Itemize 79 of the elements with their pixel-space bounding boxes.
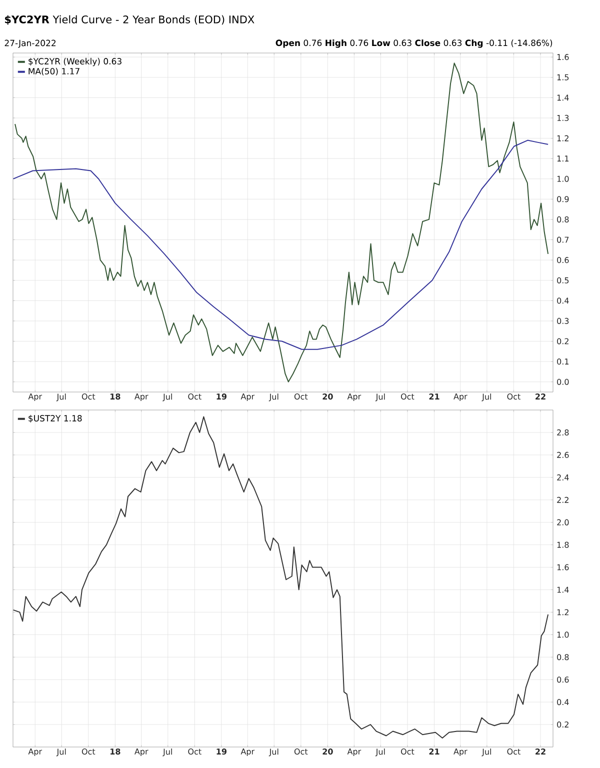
y-tick-label: 1.2 xyxy=(557,135,568,142)
x-tick-label: Jul xyxy=(162,394,172,402)
chart-title: $YC2YR Yield Curve - 2 Year Bonds (EOD) INDX xyxy=(5,15,254,25)
x-tick-label: 20 xyxy=(322,394,333,400)
y-tick-label: 1.0 xyxy=(557,176,569,182)
y-tick-label: 2.8 xyxy=(557,429,569,436)
x-tick-label: Apr xyxy=(240,394,255,402)
x-tick-label: 19 xyxy=(216,394,226,400)
y-tick-label: 0.9 xyxy=(557,196,569,202)
x-tick-label: 22 xyxy=(536,748,546,754)
y-tick-label: 0.6 xyxy=(557,676,569,683)
x-tick-label: Jul xyxy=(268,748,278,756)
y-tick-label: 1.3 xyxy=(557,114,569,121)
y-tick-label: 2.6 xyxy=(557,452,569,458)
y-tick-label: 0.6 xyxy=(557,257,569,264)
x-tick-label: Jul xyxy=(268,394,278,402)
y-tick-label: 1.6 xyxy=(557,54,569,60)
x-tick-label: 20 xyxy=(322,748,333,755)
x-tick-label: 21 xyxy=(429,748,440,754)
legend-label: MA(50) 1.17 xyxy=(28,68,80,76)
x-tick-label: Oct xyxy=(400,394,414,400)
x-tick-label: Apr xyxy=(28,394,42,402)
y-tick-label: 1.5 xyxy=(557,74,569,80)
y-tick-label: 0.1 xyxy=(557,358,569,365)
y-tick-label: 0.4 xyxy=(557,699,569,706)
x-tick-label: Jul xyxy=(56,748,66,756)
y-tick-label: 0.2 xyxy=(557,722,568,728)
y-tick-label: 0.4 xyxy=(557,298,569,304)
y-tick-label: 1.6 xyxy=(557,564,569,570)
x-tick-label: Jul xyxy=(375,394,385,402)
y-tick-label: 0.7 xyxy=(557,236,569,243)
y-tick-label: 1.4 xyxy=(557,586,569,593)
y-tick-label: 1.1 xyxy=(557,156,569,162)
x-tick-label: Jul xyxy=(162,748,172,756)
x-tick-label: Oct xyxy=(188,394,202,400)
legend-label: $UST2Y 1.18 xyxy=(28,414,82,423)
x-tick-label: Apr xyxy=(454,394,468,402)
y-tick-label: 2.2 xyxy=(557,496,568,503)
x-tick-label: Oct xyxy=(400,748,414,755)
y-tick-label: 1.0 xyxy=(557,632,569,638)
x-tick-label: Apr xyxy=(134,394,148,402)
x-tick-label: Oct xyxy=(188,748,202,755)
x-tick-label: 18 xyxy=(110,748,120,755)
y-tick-label: 0.2 xyxy=(557,338,568,344)
x-tick-label: Oct xyxy=(294,748,308,755)
y-tick-label: 0.3 xyxy=(557,318,569,324)
y-tick-label: 2.4 xyxy=(557,474,569,480)
x-tick-label: 19 xyxy=(216,748,226,755)
x-tick-label: Oct xyxy=(507,748,520,755)
x-tick-label: Oct xyxy=(294,394,308,400)
x-tick-label: Apr xyxy=(134,748,148,756)
x-tick-label: Jul xyxy=(482,394,492,402)
x-tick-label: Jul xyxy=(56,394,66,402)
y-tick-label: 0.8 xyxy=(557,216,569,222)
y-tick-label: 0.5 xyxy=(557,277,569,284)
x-tick-label: Jul xyxy=(482,748,492,756)
y-tick-label: 1.2 xyxy=(557,609,568,616)
x-tick-label: 18 xyxy=(110,394,120,400)
y-tick-label: 2.0 xyxy=(557,519,569,526)
x-tick-label: Oct xyxy=(82,394,96,400)
legend-label: $YC2YR (Weekly) 0.63 xyxy=(28,58,122,66)
x-tick-label: 21 xyxy=(429,394,440,400)
x-tick-label: Apr xyxy=(454,748,468,756)
x-tick-label: Apr xyxy=(28,748,42,756)
chart-subtitle: 27-Jan-2022 xyxy=(4,40,56,48)
y-tick-label: 0.0 xyxy=(557,378,569,385)
x-tick-label: Oct xyxy=(507,394,520,400)
y-tick-label: 1.8 xyxy=(557,542,569,548)
line-series xyxy=(13,416,549,739)
x-tick-label: Apr xyxy=(347,748,362,756)
text: Open 0.76 High 0.76 Low 0.63 Close 0.63 Chg -0.11 (-14.86%) xyxy=(276,39,552,48)
x-tick-label: Oct xyxy=(82,748,96,755)
x-tick-label: 22 xyxy=(536,394,546,400)
y-tick-label: 1.4 xyxy=(557,94,569,101)
x-tick-label: Apr xyxy=(240,748,255,756)
x-tick-label: Jul xyxy=(375,748,385,756)
x-tick-label: Apr xyxy=(347,394,362,402)
line-series xyxy=(13,140,549,350)
y-tick-label: 0.8 xyxy=(557,654,569,660)
